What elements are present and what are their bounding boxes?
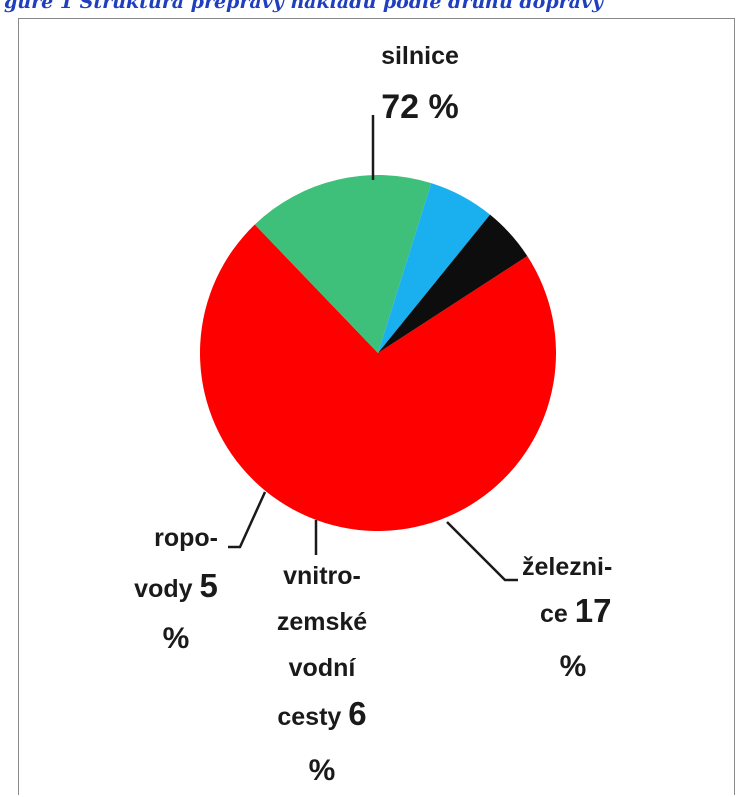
label-vodni: vnitro- zemské vodní cesty 6 % — [277, 562, 367, 787]
label-ropovody-value: 5 — [199, 567, 217, 604]
leader-line-zeleznice — [446, 521, 518, 582]
label-zeleznice-line1: železni- — [522, 553, 612, 581]
pie-slice-železnice — [254, 175, 432, 353]
label-vodni-line3: vodní — [289, 654, 357, 682]
leader-line-ropovody — [228, 491, 267, 549]
label-ropovody-vody: vody — [134, 575, 199, 603]
label-silnice-name: silnice — [381, 42, 459, 70]
label-silnice: silnice 72 % — [381, 42, 459, 126]
label-zeleznice-line2: ce 17 — [540, 592, 611, 629]
label-zeleznice-percent: % — [560, 650, 587, 683]
label-vodni-line4: cesty 6 — [277, 695, 366, 732]
label-silnice-value: 72 % — [381, 88, 459, 126]
label-vodni-value: 6 — [348, 695, 366, 732]
label-vodni-line1: vnitro- — [283, 562, 361, 590]
pie-slice-ropovody — [378, 214, 528, 353]
label-vodni-percent: % — [309, 754, 336, 787]
label-zeleznice: železni- ce 17 % — [522, 553, 612, 683]
leader-lines — [228, 115, 518, 582]
label-vodni-cesty: cesty — [277, 703, 348, 731]
figure-caption: gure 1 Struktura přepravy nákladu podle … — [4, 0, 604, 13]
pie-slice-silnice — [200, 224, 557, 532]
label-ropovody: ropo- vody 5 % — [134, 524, 218, 655]
pie-slices — [200, 175, 557, 532]
label-ropovody-line2: vody 5 — [134, 567, 218, 604]
label-zeleznice-ce: ce — [540, 600, 575, 628]
label-ropovody-line1: ropo- — [154, 524, 218, 552]
label-ropovody-percent: % — [163, 622, 190, 655]
label-vodni-line2: zemské — [277, 608, 367, 636]
label-zeleznice-value: 17 — [575, 592, 612, 629]
caption-strip: gure 1 Struktura přepravy nákladu podle … — [0, 0, 746, 14]
chart-frame — [18, 18, 735, 795]
pie-slice-vnitrozemské-vodní-cesty — [378, 183, 491, 353]
